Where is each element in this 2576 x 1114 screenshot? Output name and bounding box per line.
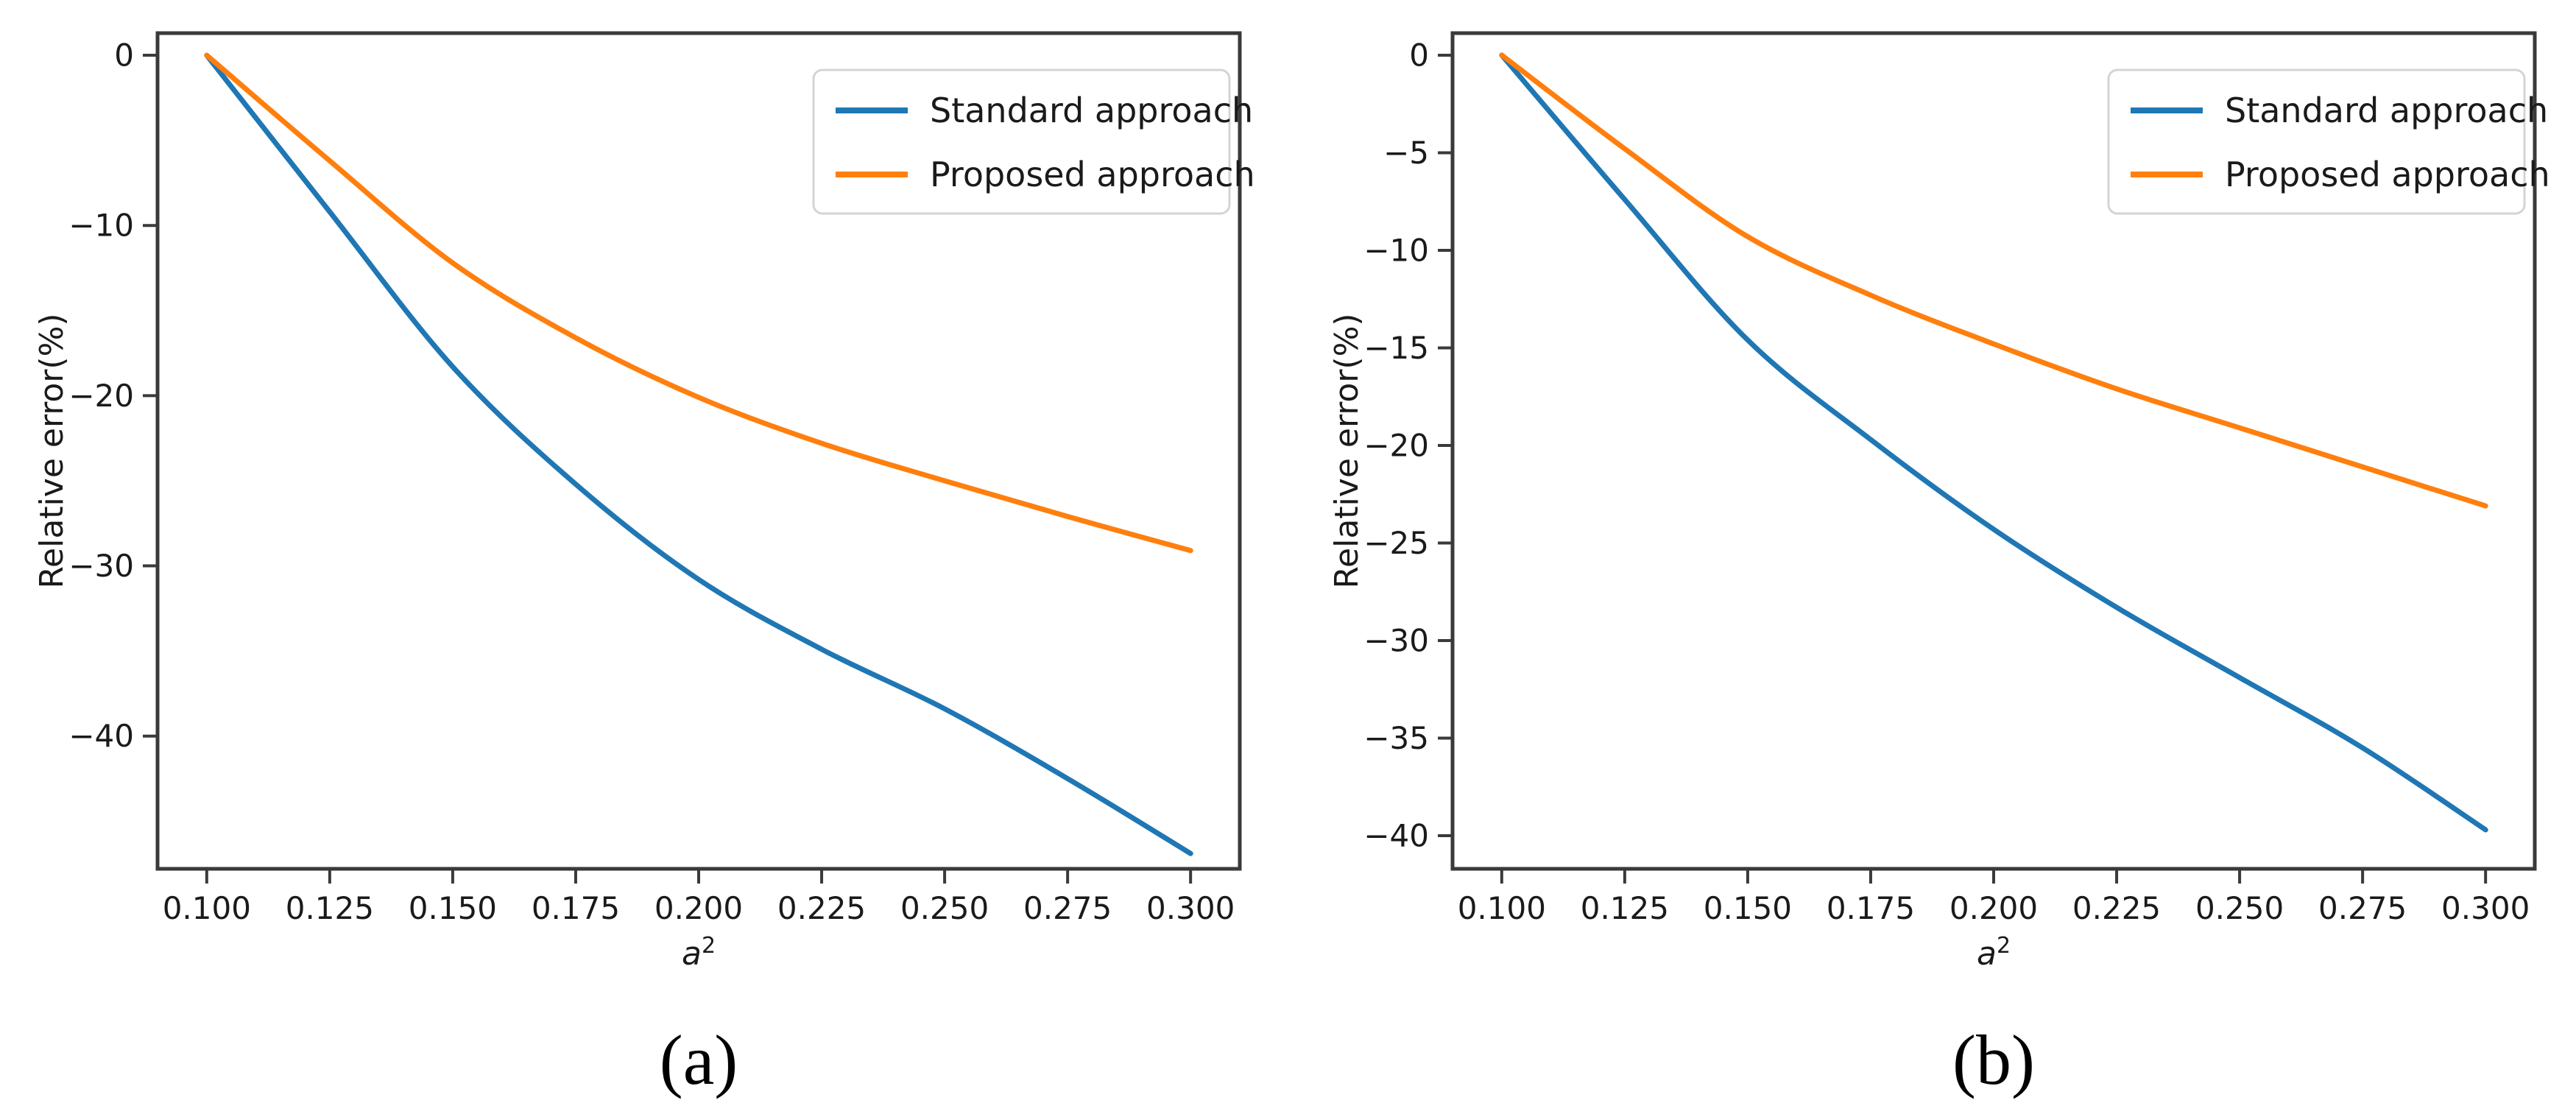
x-axis-label: a2: [1977, 933, 2011, 973]
y-tick-label: −20: [1363, 427, 1429, 463]
x-tick-label: 0.100: [163, 890, 251, 926]
x-tick-label: 0.275: [1023, 890, 1112, 926]
x-tick-label: 0.100: [1458, 890, 1546, 926]
y-tick-label: −5: [1383, 135, 1429, 171]
x-tick-label: 0.150: [409, 890, 497, 926]
y-tick-label: 0: [114, 38, 134, 74]
y-tick-label: −20: [68, 378, 134, 414]
y-tick-label: −15: [1363, 330, 1429, 366]
legend-box: [2107, 68, 2526, 215]
series-line-standard-approach: [1499, 52, 2488, 833]
x-tick-label: 0.250: [900, 890, 989, 926]
y-tick-label: −30: [1363, 622, 1429, 658]
x-tick-label: 0.225: [2072, 890, 2161, 926]
y-tick-label: 0: [1409, 37, 1429, 73]
x-tick-label: 0.300: [2441, 890, 2530, 926]
x-tick-label: 0.125: [286, 890, 374, 926]
legend-label-proposed-approach: Proposed approach: [2225, 155, 2550, 194]
x-tick-label: 0.275: [2318, 890, 2407, 926]
x-tick-label: 0.250: [2195, 890, 2284, 926]
x-tick-label: 0.225: [777, 890, 866, 926]
chart-b: 0.100 0.125 0.150 0.175 0.200 0.225 0.250 0.275…: [1328, 31, 2550, 973]
chart-a: 0.100 0.125 0.150 0.175 0.200 0.225 0.250 0.275…: [33, 31, 1255, 973]
x-axis-label-base: a: [1977, 935, 1997, 973]
x-axis-label-base: a: [682, 935, 702, 973]
x-axis-label-exponent: 2: [702, 933, 716, 959]
legend-label-standard-approach: Standard approach: [930, 91, 1253, 130]
y-tick-label: −35: [1363, 720, 1429, 756]
x-tick-label: 0.175: [1827, 890, 1915, 926]
x-tick-label: 0.200: [654, 890, 743, 926]
x-tick-label: 0.150: [1704, 890, 1792, 926]
y-axis-label: Relative error(%): [1328, 313, 1366, 588]
x-axis-label-exponent: 2: [1997, 933, 2011, 959]
y-tick-label: −10: [68, 208, 134, 244]
y-tick-label: −30: [68, 548, 134, 584]
x-axis-label: a2: [682, 933, 716, 973]
series-line-standard-approach: [204, 52, 1193, 856]
caption-b: (b): [1952, 1020, 2035, 1099]
x-tick-label: 0.175: [532, 890, 620, 926]
y-tick-label: −10: [1363, 232, 1429, 268]
y-axis-label: Relative error(%): [33, 313, 71, 588]
y-tick-label: −40: [68, 718, 134, 754]
x-tick-label: 0.300: [1146, 890, 1235, 926]
x-tick-label: 0.125: [1581, 890, 1669, 926]
legend-label-proposed-approach: Proposed approach: [930, 155, 1255, 194]
caption-a: (a): [659, 1020, 738, 1099]
x-tick-label: 0.200: [1949, 890, 2038, 926]
y-tick-label: −40: [1363, 817, 1429, 853]
legend-label-standard-approach: Standard approach: [2225, 91, 2548, 130]
y-tick-label: −25: [1363, 525, 1429, 561]
series-line-proposed-approach: [1499, 52, 2488, 509]
legend-box: [812, 68, 1231, 215]
series-line-proposed-approach: [204, 52, 1193, 554]
